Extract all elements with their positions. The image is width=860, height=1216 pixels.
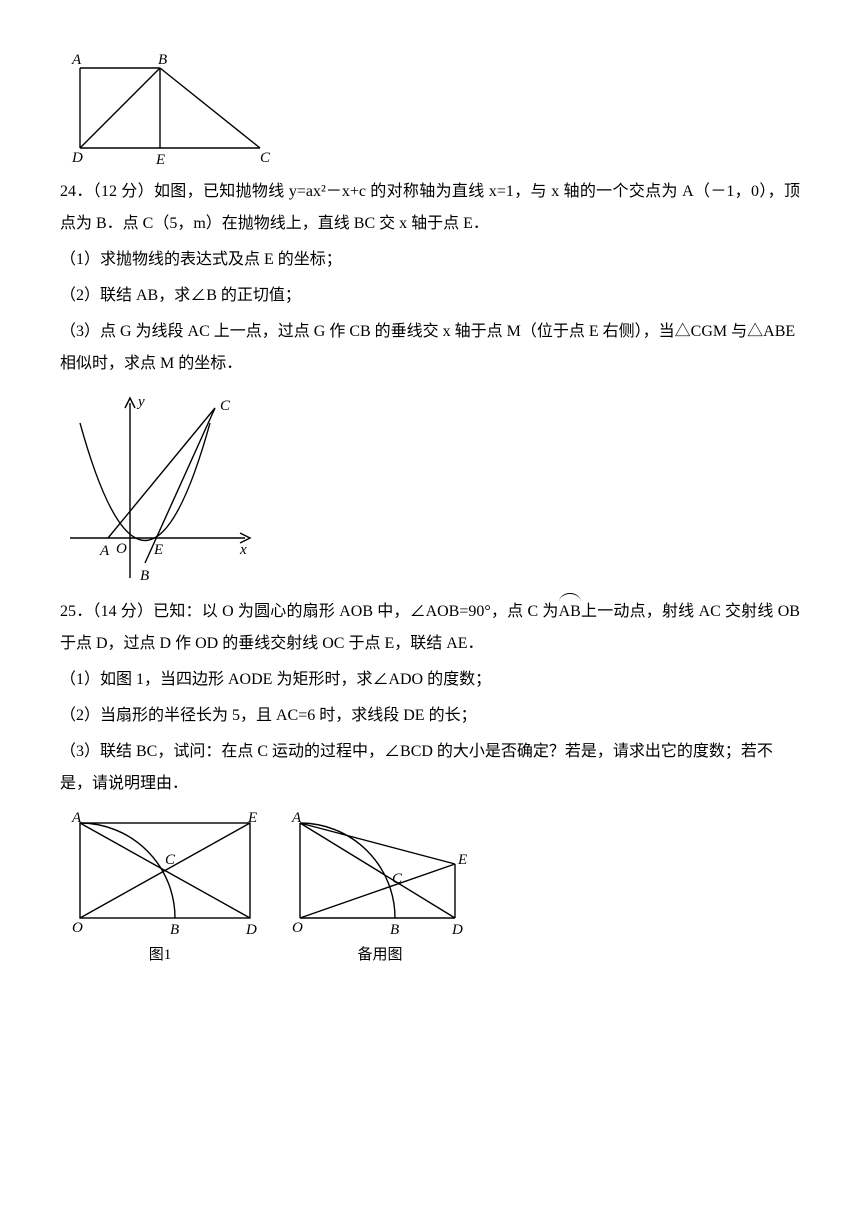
label-C: C (260, 150, 271, 166)
q25-stem: 25．（14 分）已知：以 O 为圆心的扇形 AOB 中，∠AOB=90°，点 … (60, 596, 800, 660)
label-O: O (72, 920, 83, 936)
figure-25: A E O B D C 图1 (60, 808, 800, 970)
figure-25-right: A E O B D C (280, 808, 480, 938)
figure-24: C A O E B x y (60, 388, 800, 588)
label-E: E (457, 852, 467, 868)
q25-stem-a: 已知：以 O 为圆心的扇形 AOB 中，∠AOB=90°，点 C 为 (153, 603, 558, 620)
figure-25-left: A E O B D C (60, 808, 260, 938)
figure-23-svg: A B C D E (60, 48, 280, 168)
label-B: B (170, 922, 179, 938)
label-A: A (71, 52, 82, 68)
label-A: A (99, 543, 110, 559)
label-D: D (451, 922, 463, 938)
label-B: B (390, 922, 399, 938)
label-O: O (292, 920, 303, 936)
label-y: y (136, 394, 145, 410)
q24-number: 24． (60, 183, 93, 200)
q25-p2: （2）当扇形的半径长为 5，且 AC=6 时，求线段 DE 的长； (60, 700, 800, 732)
label-O: O (116, 541, 127, 557)
label-C: C (392, 871, 403, 887)
caption-right: 备用图 (357, 940, 402, 970)
label-D: D (71, 150, 83, 166)
caption-left: 图1 (149, 940, 172, 970)
label-C: C (220, 398, 231, 414)
q25-points: （14 分） (92, 603, 153, 620)
q24-p2: （2）联结 AB，求∠B 的正切值； (60, 280, 800, 312)
label-A: A (291, 810, 302, 826)
label-E: E (247, 810, 257, 826)
label-C: C (165, 852, 176, 868)
q24-stem: 24．（12 分）如图，已知抛物线 y=ax²－x+c 的对称轴为直线 x=1，… (60, 176, 800, 240)
label-E: E (153, 542, 163, 558)
q24-p1: （1）求抛物线的表达式及点 E 的坐标； (60, 244, 800, 276)
arc-AB: AB (559, 596, 581, 628)
label-A: A (71, 810, 82, 826)
label-B: B (140, 568, 149, 584)
label-B: B (158, 52, 167, 68)
figure-23: A B C D E (60, 48, 800, 168)
label-E: E (155, 152, 165, 168)
figure-24-svg: C A O E B x y (60, 388, 260, 588)
label-x: x (239, 542, 247, 558)
label-D: D (245, 922, 257, 938)
q24-points: （12 分） (93, 183, 154, 200)
q24-p3: （3）点 G 为线段 AC 上一点，过点 G 作 CB 的垂线交 x 轴于点 M… (60, 316, 800, 380)
q25-p3: （3）联结 BC，试问：在点 C 运动的过程中，∠BCD 的大小是否确定？若是，… (60, 736, 800, 800)
q25-number: 25． (60, 603, 92, 620)
q25-p1: （1）如图 1，当四边形 AODE 为矩形时，求∠ADO 的度数； (60, 664, 800, 696)
q24-stem-text: 如图，已知抛物线 y=ax²－x+c 的对称轴为直线 x=1，与 x 轴的一个交… (60, 183, 800, 232)
